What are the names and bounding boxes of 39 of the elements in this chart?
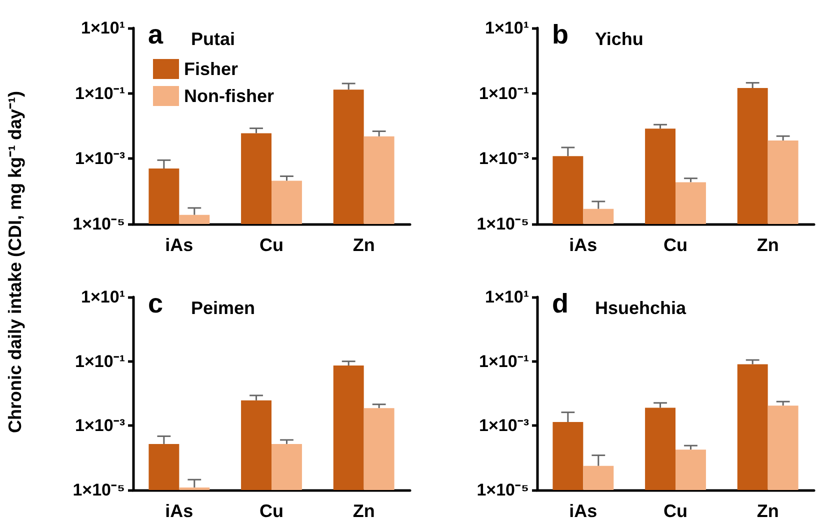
x-tick-label: Zn (756, 235, 779, 255)
annotation: d (552, 288, 568, 318)
y-tick-label: 1×10⁻³ (479, 149, 530, 168)
y-tick-label: 1×10⁻³ (75, 149, 126, 168)
legend-label: Non-fisher (184, 86, 274, 106)
annotation: a (148, 20, 164, 50)
x-tick-label: iAs (569, 235, 598, 255)
y-tick-label: 1×10⁻⁵ (72, 480, 125, 500)
legend-label: Fisher (184, 59, 238, 79)
x-tick-label: iAs (569, 501, 598, 521)
chart-title: Yichu (595, 29, 644, 49)
y-tick-label: 1×10⁻³ (479, 416, 530, 436)
x-tick-label: Cu (260, 235, 284, 255)
x-tick-label: Cu (260, 501, 284, 521)
y-tick-label: 1×10⁻¹ (75, 84, 126, 103)
y-tick-label: 1×10⁻⁵ (476, 480, 529, 500)
x-tick-label: Cu (664, 235, 688, 255)
chart-title: Putai (191, 29, 236, 49)
chart-title: Hsuehchia (595, 298, 688, 318)
y-tick-label: 1×10⁻¹ (75, 352, 126, 371)
y-tick-label: 1×10¹ (81, 18, 126, 38)
x-tick-label: iAs (165, 501, 194, 521)
y-tick-label: 1×10¹ (485, 288, 530, 306)
chart-title: Peimen (191, 298, 256, 318)
x-tick-label: Cu (664, 501, 688, 521)
x-tick-label: Zn (352, 501, 375, 521)
y-tick-label: 1×10⁻¹ (479, 352, 530, 371)
x-tick-label: iAs (165, 235, 194, 255)
y-tick-label: 1×10⁻³ (75, 416, 126, 436)
x-tick-label: Zn (756, 501, 779, 521)
annotation: b (552, 20, 568, 50)
y-axis-title: Chronic daily intake (CDI, mg kg⁻¹ day⁻¹) (4, 90, 26, 436)
y-tick-label: 1×10⁻⁵ (72, 214, 125, 234)
y-tick-label: 1×10⁻⁵ (476, 214, 529, 234)
annotation: c (148, 288, 164, 318)
y-tick-label: 1×10¹ (81, 288, 126, 306)
x-tick-label: Zn (352, 235, 375, 255)
y-tick-label: 1×10¹ (485, 18, 530, 38)
y-tick-label: 1×10⁻¹ (479, 84, 530, 103)
